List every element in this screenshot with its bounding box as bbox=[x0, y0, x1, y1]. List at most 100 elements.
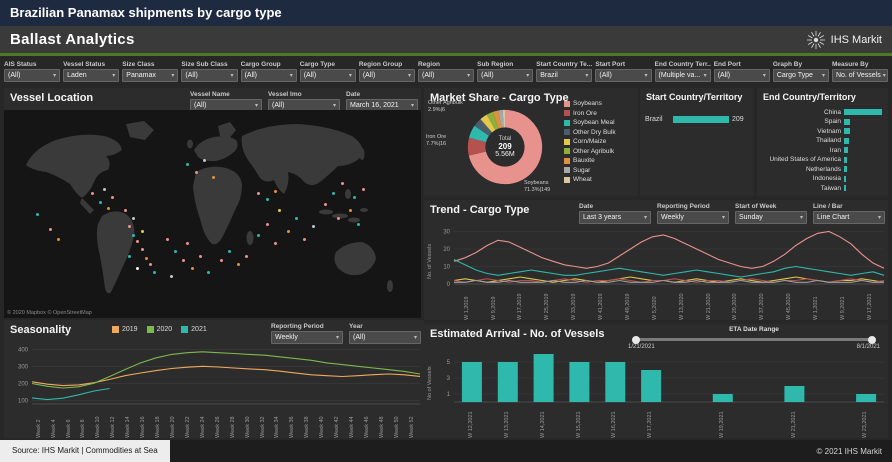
legend-item-soybean-meal[interactable]: Soybean Meal bbox=[564, 119, 616, 126]
eta-slider-handle-start[interactable] bbox=[632, 336, 640, 344]
vessel-dot[interactable] bbox=[349, 209, 352, 212]
x-tick: W 45,2020 bbox=[777, 290, 804, 320]
legend-item-2019[interactable]: 2019 bbox=[112, 326, 138, 333]
page-title: Ballast Analytics bbox=[10, 31, 135, 48]
start-country-bar[interactable] bbox=[673, 116, 729, 123]
arrival-bar-chart[interactable]: 135 bbox=[426, 350, 888, 410]
trend-line-2020[interactable] bbox=[32, 352, 420, 388]
country-bar[interactable] bbox=[844, 166, 847, 172]
country-bar[interactable] bbox=[844, 157, 847, 163]
world-map[interactable]: © 2020 Mapbox © OpenStreetMap bbox=[4, 110, 421, 318]
trend-line-soybeans[interactable] bbox=[454, 232, 884, 269]
filter-select-sub-region[interactable]: (All)▾ bbox=[477, 69, 533, 82]
filter-select-graph-by[interactable]: Cargo Type▾ bbox=[773, 69, 829, 82]
country-bar[interactable] bbox=[844, 119, 850, 125]
x-tick-label: Week 42 bbox=[335, 408, 341, 438]
legend-item-other-dry-bulk[interactable]: Other Dry Bulk bbox=[564, 129, 616, 136]
filter-select-line-bar[interactable]: Line Chart▾ bbox=[813, 211, 885, 224]
vessel-dot[interactable] bbox=[99, 201, 102, 204]
filter-select-size-sub-class[interactable]: (All)▾ bbox=[181, 69, 237, 82]
filter-select-size-class[interactable]: Panamax▾ bbox=[122, 69, 178, 82]
vessel-dot[interactable] bbox=[341, 182, 344, 185]
country-bar[interactable] bbox=[844, 147, 848, 153]
filter-select-region[interactable]: (All)▾ bbox=[418, 69, 474, 82]
seasonality-line-chart[interactable]: 100200300400 bbox=[6, 342, 424, 408]
x-tick: Week 50 bbox=[390, 408, 405, 438]
vessel-dot[interactable] bbox=[324, 203, 327, 206]
vessel-dot[interactable] bbox=[362, 188, 365, 191]
country-bar[interactable] bbox=[844, 138, 849, 144]
arrival-bar-w-19-2021[interactable] bbox=[713, 394, 733, 402]
x-tick-label: W 12,2021 bbox=[469, 410, 475, 438]
legend-item-other-agribulk[interactable]: Other Agribulk bbox=[564, 148, 616, 155]
trend-line-2021[interactable] bbox=[32, 389, 110, 400]
vessel-dot[interactable] bbox=[212, 176, 215, 179]
x-tick: Week 52 bbox=[405, 408, 420, 438]
filter-select-start-country-te[interactable]: Brazil▾ bbox=[536, 69, 592, 82]
vessel-dot[interactable] bbox=[287, 230, 290, 233]
arrival-bar-w-13-2021[interactable] bbox=[498, 362, 518, 402]
legend-item-2020[interactable]: 2020 bbox=[147, 326, 173, 333]
arrival-bar-w-16-2021[interactable] bbox=[605, 362, 625, 402]
x-tick-label: W 17,2019 bbox=[518, 290, 524, 320]
vessel-dot[interactable] bbox=[124, 209, 127, 212]
seasonality-legend: 2019 2020 2021 bbox=[112, 326, 207, 333]
filter-select-ais-status[interactable]: (All)▾ bbox=[4, 69, 60, 82]
arrival-bar-w-23-2021[interactable] bbox=[856, 394, 876, 402]
legend-item-bauxite[interactable]: Bauxite bbox=[564, 157, 616, 164]
vessel-dot[interactable] bbox=[141, 230, 144, 233]
vessel-dot[interactable] bbox=[220, 259, 223, 262]
filter-select-start-of-week[interactable]: Sunday▾ bbox=[735, 211, 807, 224]
filter-select-vessel-status[interactable]: Laden▾ bbox=[63, 69, 119, 82]
vessel-dot[interactable] bbox=[199, 255, 202, 258]
x-tick-label: Week 6 bbox=[67, 408, 73, 438]
vessel-dot[interactable] bbox=[191, 267, 194, 270]
legend-item-wheat[interactable]: Wheat bbox=[564, 176, 616, 183]
trend-line-2019[interactable] bbox=[32, 366, 420, 385]
filter-select-reporting-period[interactable]: Weekly▾ bbox=[657, 211, 729, 224]
vessel-dot[interactable] bbox=[166, 238, 169, 241]
vessel-dot[interactable] bbox=[149, 263, 152, 266]
legend-item-soybeans[interactable]: Soybeans bbox=[564, 100, 616, 107]
trend-line-chart[interactable]: 0102030 bbox=[426, 224, 888, 290]
filter-label: Vessel Status bbox=[63, 60, 119, 69]
filter-select-date[interactable]: Last 3 years▾ bbox=[579, 211, 651, 224]
vessel-dot[interactable] bbox=[128, 255, 131, 258]
arrival-bar-w-17-2021[interactable] bbox=[641, 370, 661, 402]
svg-text:30: 30 bbox=[443, 230, 450, 236]
x-tick-label: Week 36 bbox=[290, 408, 296, 438]
country-bar[interactable] bbox=[844, 185, 846, 191]
country-row-netherlands: Netherlands bbox=[759, 165, 886, 173]
vessel-dot[interactable] bbox=[145, 257, 148, 260]
vessel-dot[interactable] bbox=[91, 192, 94, 195]
country-bar[interactable] bbox=[844, 176, 846, 182]
country-bar[interactable] bbox=[844, 109, 882, 115]
x-tick-label: Week 12 bbox=[111, 408, 117, 438]
vessel-dot[interactable] bbox=[337, 217, 340, 220]
vessel-dot[interactable] bbox=[49, 228, 52, 231]
x-tick: W 9,2019 bbox=[481, 290, 508, 320]
filter-select-end-port[interactable]: (All)▾ bbox=[714, 69, 770, 82]
market-share-donut[interactable] bbox=[460, 102, 550, 192]
vessel-dot[interactable] bbox=[245, 255, 248, 258]
legend-item-2021[interactable]: 2021 bbox=[181, 326, 207, 333]
vessel-dot[interactable] bbox=[237, 263, 240, 266]
filter-select-measure-by[interactable]: No. of Vessels▾ bbox=[832, 69, 888, 82]
filter-select-region-group[interactable]: (All)▾ bbox=[359, 69, 415, 82]
legend-item-corn-maize[interactable]: Corn/Maize bbox=[564, 138, 616, 145]
x-tick: Week 28 bbox=[226, 408, 241, 438]
arrival-bar-w-21-2021[interactable] bbox=[784, 386, 804, 402]
eta-slider-handle-end[interactable] bbox=[868, 336, 876, 344]
filter-select-end-country-terr[interactable]: (Multiple va...▾ bbox=[655, 69, 711, 82]
country-bar[interactable] bbox=[844, 128, 850, 134]
filter-select-cargo-group[interactable]: (All)▾ bbox=[241, 69, 297, 82]
arrival-bar-w-15-2021[interactable] bbox=[569, 362, 589, 402]
filter-select-cargo-type[interactable]: (All)▾ bbox=[300, 69, 356, 82]
trend-line-soybean-meal[interactable] bbox=[454, 260, 884, 278]
arrival-bar-w-12-2021[interactable] bbox=[462, 362, 482, 402]
legend-item-sugar[interactable]: Sugar bbox=[564, 167, 616, 174]
arrival-bar-w-14-2021[interactable] bbox=[534, 354, 554, 402]
eta-slider-track[interactable] bbox=[636, 338, 872, 341]
filter-select-start-port[interactable]: (All)▾ bbox=[595, 69, 651, 82]
legend-item-iron-ore[interactable]: Iron Ore bbox=[564, 110, 616, 117]
